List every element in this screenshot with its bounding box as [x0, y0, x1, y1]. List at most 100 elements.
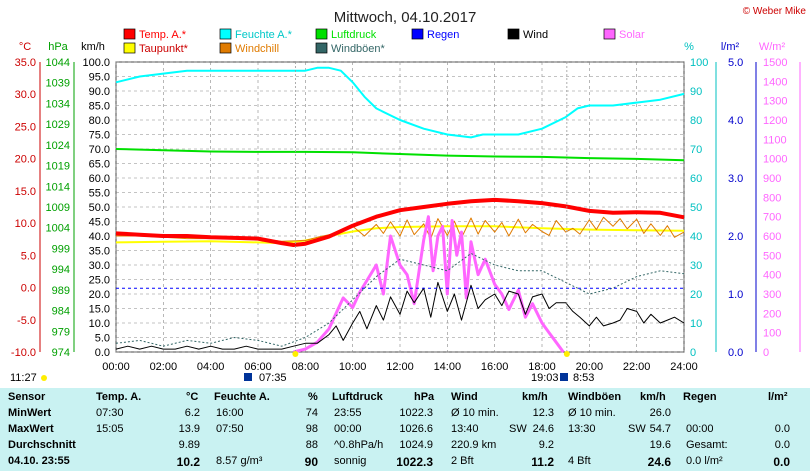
cell-gust-desc: 13:30: [568, 423, 596, 435]
cell-press-val: 1022.3: [396, 455, 433, 469]
legend-swatch-solar: [603, 28, 616, 40]
hdr-temp: Temp. A.: [96, 391, 142, 403]
table-header: Sensor Temp. A. °C Feuchte A. % Luftdruc…: [0, 391, 810, 407]
cell-label: MinWert: [8, 407, 52, 419]
y-tick-rain: 0.0: [728, 347, 743, 359]
series-line-gust: [115, 252, 685, 347]
time-marker: 11:27: [10, 372, 37, 384]
axes: 00:00 02:00 04:00 06:00 08:00 10:00 12:00 14:00…: [11, 57, 801, 373]
y-tick-wind: 70.0: [89, 144, 110, 156]
cell-hum-val: 98: [305, 423, 318, 435]
cell-label: 04.10. 23:55: [8, 455, 70, 467]
hdr-sensor: Sensor: [8, 391, 46, 403]
cell-hum-time: 16:00: [216, 407, 244, 419]
cell-rain-val: 0.0: [774, 423, 790, 435]
sunrise-marker: [292, 351, 299, 357]
cell-wind-val: 24.6: [532, 423, 554, 435]
x-tick-label: 24:00: [670, 361, 698, 373]
legend-label-gust: Windböen*: [331, 43, 386, 55]
cell-wind-desc: 13:40: [451, 423, 479, 435]
table-row: MaxWert 15:05 13.9 07:50 98 00:00 1026.6 13:40 S…: [0, 423, 810, 439]
y-tick-solar: 600: [763, 231, 781, 243]
unit-temp: °C: [19, 41, 31, 53]
x-tick-label: 00:00: [102, 361, 130, 373]
x-tick-label: 16:00: [481, 361, 509, 373]
legend: Temp. A.* Feuchte A.* Luftdruck Regen Wind So…: [123, 28, 645, 55]
y-tick-temp: -10.0: [11, 347, 36, 359]
cell-press-time: 00:00: [334, 423, 362, 435]
hdr-rain: Regen: [683, 391, 717, 403]
y-tick-rain: 2.0: [728, 231, 743, 243]
x-tick-label: 08:00: [292, 361, 320, 373]
y-tick-solar: 700: [763, 212, 781, 224]
cell-temp-time: 07:30: [96, 407, 124, 419]
cell-rain-desc: 00:00: [686, 423, 714, 435]
x-tick-label: 14:00: [434, 361, 462, 373]
cell-temp-val: 9.89: [178, 439, 200, 451]
cell-press-val: 1022.3: [399, 407, 433, 419]
cell-wind-desc: Ø 10 min.: [451, 407, 499, 419]
cell-rain-val: 0.0: [774, 439, 790, 451]
series-line-dew: [115, 225, 685, 245]
hdr-wind-unit: km/h: [522, 391, 548, 403]
cell-label: Durchschnitt: [8, 439, 76, 451]
y-tick-humidity: 80: [690, 115, 702, 127]
cell-hum-time: 07:50: [216, 423, 244, 435]
y-tick-wind: 75.0: [89, 130, 110, 142]
y-tick-pressure: 1034: [46, 98, 70, 110]
legend-swatch-pressure: [315, 28, 328, 40]
y-tick-humidity: 60: [690, 173, 702, 185]
y-tick-temp: 20.0: [15, 154, 36, 166]
cell-rain-desc: 0.0 l/m²: [686, 455, 723, 467]
y-tick-humidity: 100: [690, 57, 708, 69]
y-tick-pressure: 1014: [46, 181, 70, 193]
y-tick-solar: 1400: [763, 76, 787, 88]
y-tick-pressure: 979: [52, 326, 70, 338]
x-tick-label: 12:00: [386, 361, 414, 373]
legend-swatch-gust: [315, 42, 328, 54]
y-tick-rain: 1.0: [728, 289, 743, 301]
legend-swatch-windchill: [219, 42, 232, 54]
y-tick-wind: 20.0: [89, 289, 110, 301]
table-row: MinWert 07:30 6.2 16:00 74 23:55 1022.3 Ø 10 mi…: [0, 407, 810, 423]
cell-gust-val: 26.0: [649, 407, 671, 419]
cell-gust-val: 24.6: [647, 455, 671, 469]
legend-label-wind: Wind: [523, 29, 548, 41]
cell-wind-mid: SW: [509, 423, 527, 435]
cell-press-time: sonnig: [334, 455, 367, 467]
y-tick-wind: 100.0: [82, 57, 110, 69]
y-tick-pressure: 1044: [46, 57, 70, 69]
legend-swatch-temp: [123, 28, 136, 40]
y-tick-humidity: 50: [690, 202, 702, 214]
cell-temp-time: 15:05: [96, 423, 124, 435]
y-tick-wind: 45.0: [89, 217, 110, 229]
cell-temp-val: 10.2: [176, 455, 200, 469]
table-row: Durchschnitt 9.89 88 ^0.8hPa/h 1024.9 220.9 k…: [0, 439, 810, 455]
hdr-temp-unit: °C: [186, 391, 199, 403]
y-tick-pressure: 974: [52, 347, 70, 359]
y-tick-solar: 1200: [763, 115, 787, 127]
y-tick-solar: 500: [763, 250, 781, 262]
cell-wind-val: 12.3: [532, 407, 554, 419]
series-line-pressure: [115, 148, 685, 162]
y-tick-wind: 50.0: [89, 202, 110, 214]
x-tick-label: 06:00: [244, 361, 272, 373]
cell-temp-val: 13.9: [178, 423, 200, 435]
y-tick-solar: 0: [763, 347, 769, 359]
y-tick-wind: 80.0: [89, 115, 110, 127]
y-tick-wind: 85.0: [89, 101, 110, 113]
cell-gust-desc: 4 Bft: [568, 455, 591, 467]
series-line-temp: [115, 197, 685, 247]
hdr-gust: Windböen: [568, 391, 622, 403]
y-tick-solar: 100: [763, 328, 781, 340]
y-tick-wind: 55.0: [89, 188, 110, 200]
sunset-icon: [560, 373, 568, 381]
y-tick-pressure: 994: [52, 264, 70, 276]
sunset-time: 19:03: [531, 372, 559, 384]
legend-label-temp: Temp. A.*: [139, 29, 187, 41]
y-tick-wind: 60.0: [89, 173, 110, 185]
y-tick-wind: 30.0: [89, 260, 110, 272]
cell-gust-val: 19.6: [649, 439, 671, 451]
sunset-marker: [563, 351, 570, 357]
